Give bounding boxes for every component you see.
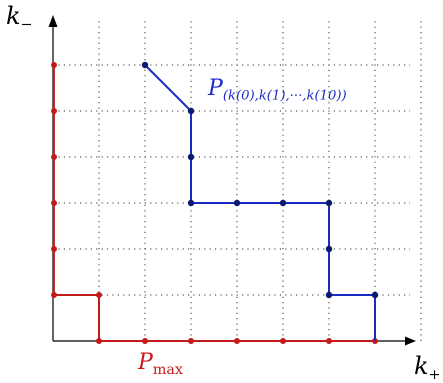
lattice-path-line (144, 64, 376, 341)
lattice-path-point (233, 199, 241, 207)
y-axis-arrow (48, 15, 58, 27)
lattice-path-point (325, 199, 333, 207)
pmax-point (326, 338, 332, 344)
y-axis-label: k− (6, 2, 33, 34)
pmax-point (51, 246, 57, 252)
pmax-point (142, 338, 148, 344)
lattice-path-point (325, 245, 333, 253)
pmax-point (280, 338, 286, 344)
pmax-point (51, 200, 57, 206)
x-axis-arrow (405, 336, 416, 346)
lattice-path-point (325, 291, 333, 299)
lattice-path (141, 61, 379, 341)
path-label: P(k(0),k(1),···,k(10)) (208, 76, 347, 104)
lattice-path-point (279, 199, 287, 207)
pmax-label: Pmax (138, 350, 183, 378)
lattice-path-point (187, 107, 195, 115)
pmax-point (234, 338, 240, 344)
pmax-path (51, 62, 378, 344)
pmax-step-segment (53, 294, 375, 342)
pmax-point (96, 338, 102, 344)
pmax-point (51, 108, 57, 114)
dotted-grid (53, 20, 422, 341)
pmax-point (51, 154, 57, 160)
pmax-point (188, 338, 194, 344)
lattice-path-point (187, 153, 195, 161)
lattice-path-point (187, 199, 195, 207)
pmax-point (51, 62, 57, 68)
pmax-point (96, 292, 102, 298)
pmax-point (51, 292, 57, 298)
lattice-path-point (141, 61, 149, 69)
x-axis-label: k+ (414, 352, 441, 383)
lattice-path-point (371, 291, 379, 299)
